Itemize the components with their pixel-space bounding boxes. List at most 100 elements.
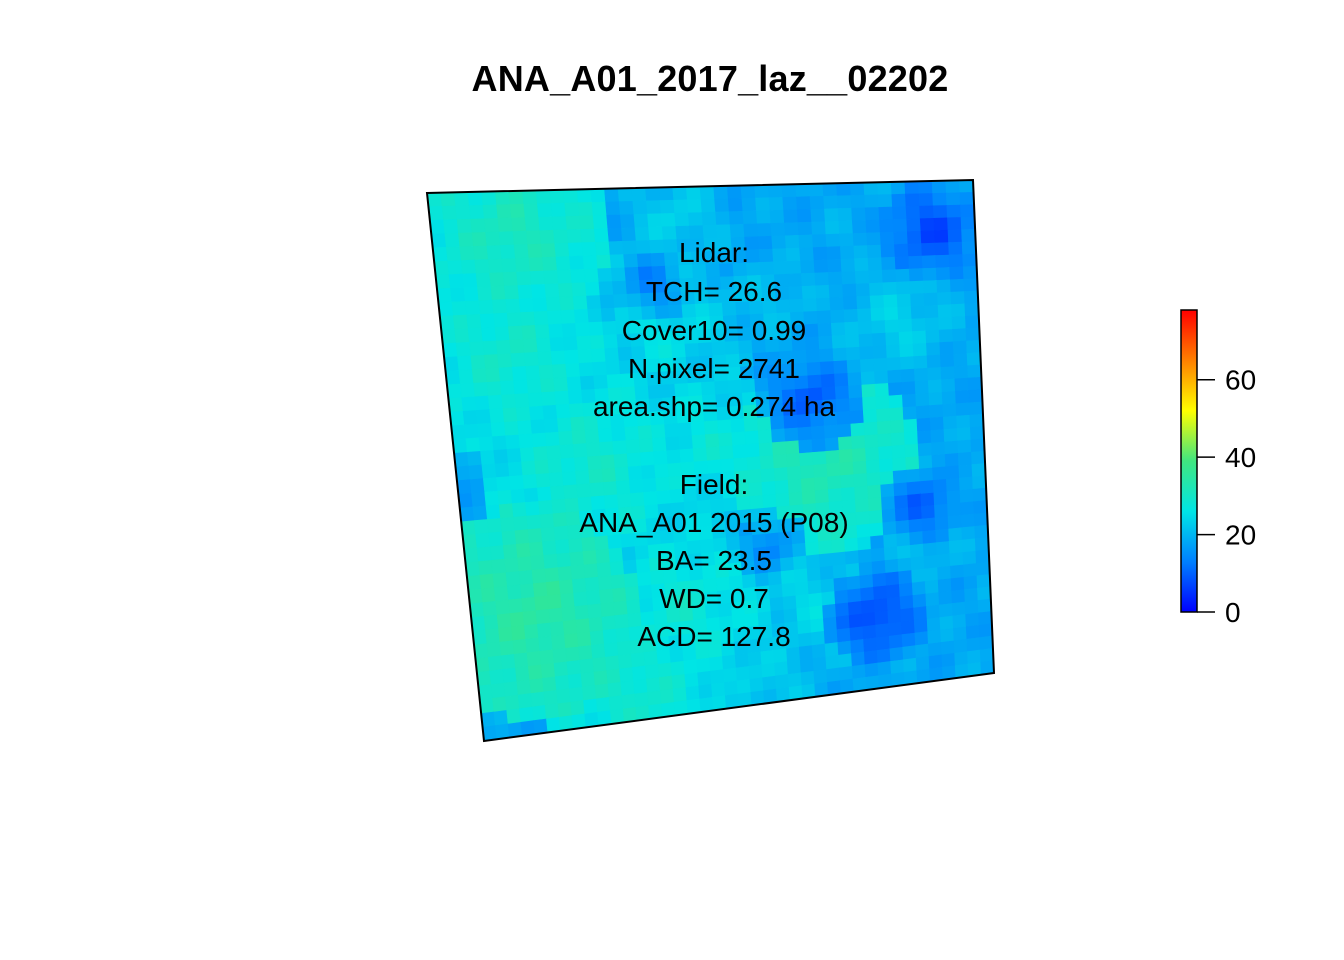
raster-cell [890, 419, 905, 434]
raster-cell [592, 214, 609, 230]
raster-cell [549, 189, 566, 204]
raster-cell [792, 542, 807, 558]
raster-cell [556, 552, 572, 568]
raster-cell [584, 576, 600, 593]
raster-cell [930, 441, 946, 456]
raster-cell [908, 518, 923, 534]
raster-cell [889, 407, 904, 422]
raster-cell [520, 311, 536, 327]
raster-cell [507, 461, 524, 477]
raster-cell [505, 694, 520, 711]
raster-cell [963, 575, 978, 590]
raster-cell [782, 595, 798, 611]
raster-cell [833, 360, 849, 375]
raster-cell [678, 435, 694, 451]
raster-cell [944, 440, 959, 455]
raster-cell [569, 551, 585, 567]
raster-cell [464, 423, 480, 440]
raster-cell [469, 341, 485, 357]
raster-cell [609, 254, 626, 269]
raster-cell [761, 480, 777, 496]
raster-cell [820, 373, 836, 389]
raster-cell [473, 382, 489, 398]
raster-cell [666, 449, 682, 465]
raster-cell [584, 428, 600, 444]
raster-cell [829, 296, 845, 311]
raster-cell [575, 469, 591, 486]
raster-cell [938, 590, 953, 606]
raster-cell [589, 630, 605, 646]
raster-cell [867, 484, 882, 500]
raster-cell [896, 545, 912, 560]
raster-cell [810, 630, 826, 646]
field-stats: Field: ANA_A01 2015 (P08) BA= 23.5 WD= 0… [579, 469, 848, 652]
raster-cell [805, 554, 821, 570]
raster-cell [935, 528, 950, 544]
raster-cell [495, 339, 512, 355]
raster-cell [485, 628, 501, 644]
raster-cell [864, 194, 880, 209]
raster-cell [959, 191, 975, 206]
raster-cell [496, 613, 512, 629]
field-heading: Field: [680, 469, 748, 500]
raster-cell [570, 700, 586, 716]
raster-cell [779, 556, 795, 572]
raster-cell [451, 301, 468, 317]
raster-cell [786, 465, 802, 481]
raster-cell [586, 295, 602, 310]
raster-cell [974, 537, 990, 552]
raster-cell [830, 309, 846, 324]
raster-cell [809, 195, 825, 210]
raster-cell [975, 561, 991, 577]
raster-cell [894, 494, 909, 510]
raster-cell [569, 403, 585, 419]
raster-cell [556, 269, 573, 285]
raster-cell [896, 281, 911, 296]
raster-cell [560, 457, 576, 473]
raster-cell [811, 221, 827, 236]
raster-cell [487, 518, 503, 534]
raster-cell [537, 203, 553, 218]
raster-cell [497, 217, 514, 233]
raster-cell [921, 255, 937, 269]
raster-cell [572, 295, 589, 311]
raster-cell [511, 502, 528, 518]
raster-cell [921, 517, 936, 532]
raster-cell [536, 486, 553, 502]
raster-cell [478, 560, 494, 576]
raster-cell [569, 255, 585, 271]
raster-cell [736, 678, 752, 695]
raster-cell [850, 638, 865, 654]
raster-cell [976, 574, 991, 589]
raster-cell [510, 352, 527, 368]
raster-cell [515, 257, 531, 273]
raster-cell [931, 180, 947, 194]
raster-cell [912, 342, 928, 357]
raster-cell [482, 340, 498, 356]
raster-cell [492, 696, 508, 713]
raster-cell [482, 600, 498, 617]
raster-cell [535, 189, 552, 205]
raster-cell [928, 391, 944, 406]
raster-cell [633, 678, 648, 695]
raster-cell [863, 421, 879, 436]
raster-cell [573, 591, 589, 607]
raster-cell [827, 258, 843, 273]
raster-cell [484, 490, 500, 507]
raster-cell [473, 245, 489, 261]
raster-cell [430, 233, 447, 249]
raster-cell [528, 257, 545, 272]
raster-cell [974, 524, 989, 540]
raster-cell [575, 618, 591, 634]
raster-cell [470, 218, 486, 234]
raster-cell [797, 426, 813, 442]
raster-cell [534, 324, 551, 340]
raster-cell [801, 285, 817, 300]
raster-cell [445, 246, 462, 262]
raster-cell [545, 580, 561, 597]
raster-cell [545, 431, 561, 447]
raster-cell [940, 366, 956, 381]
raster-cell [819, 565, 835, 581]
raster-cell [825, 654, 840, 670]
